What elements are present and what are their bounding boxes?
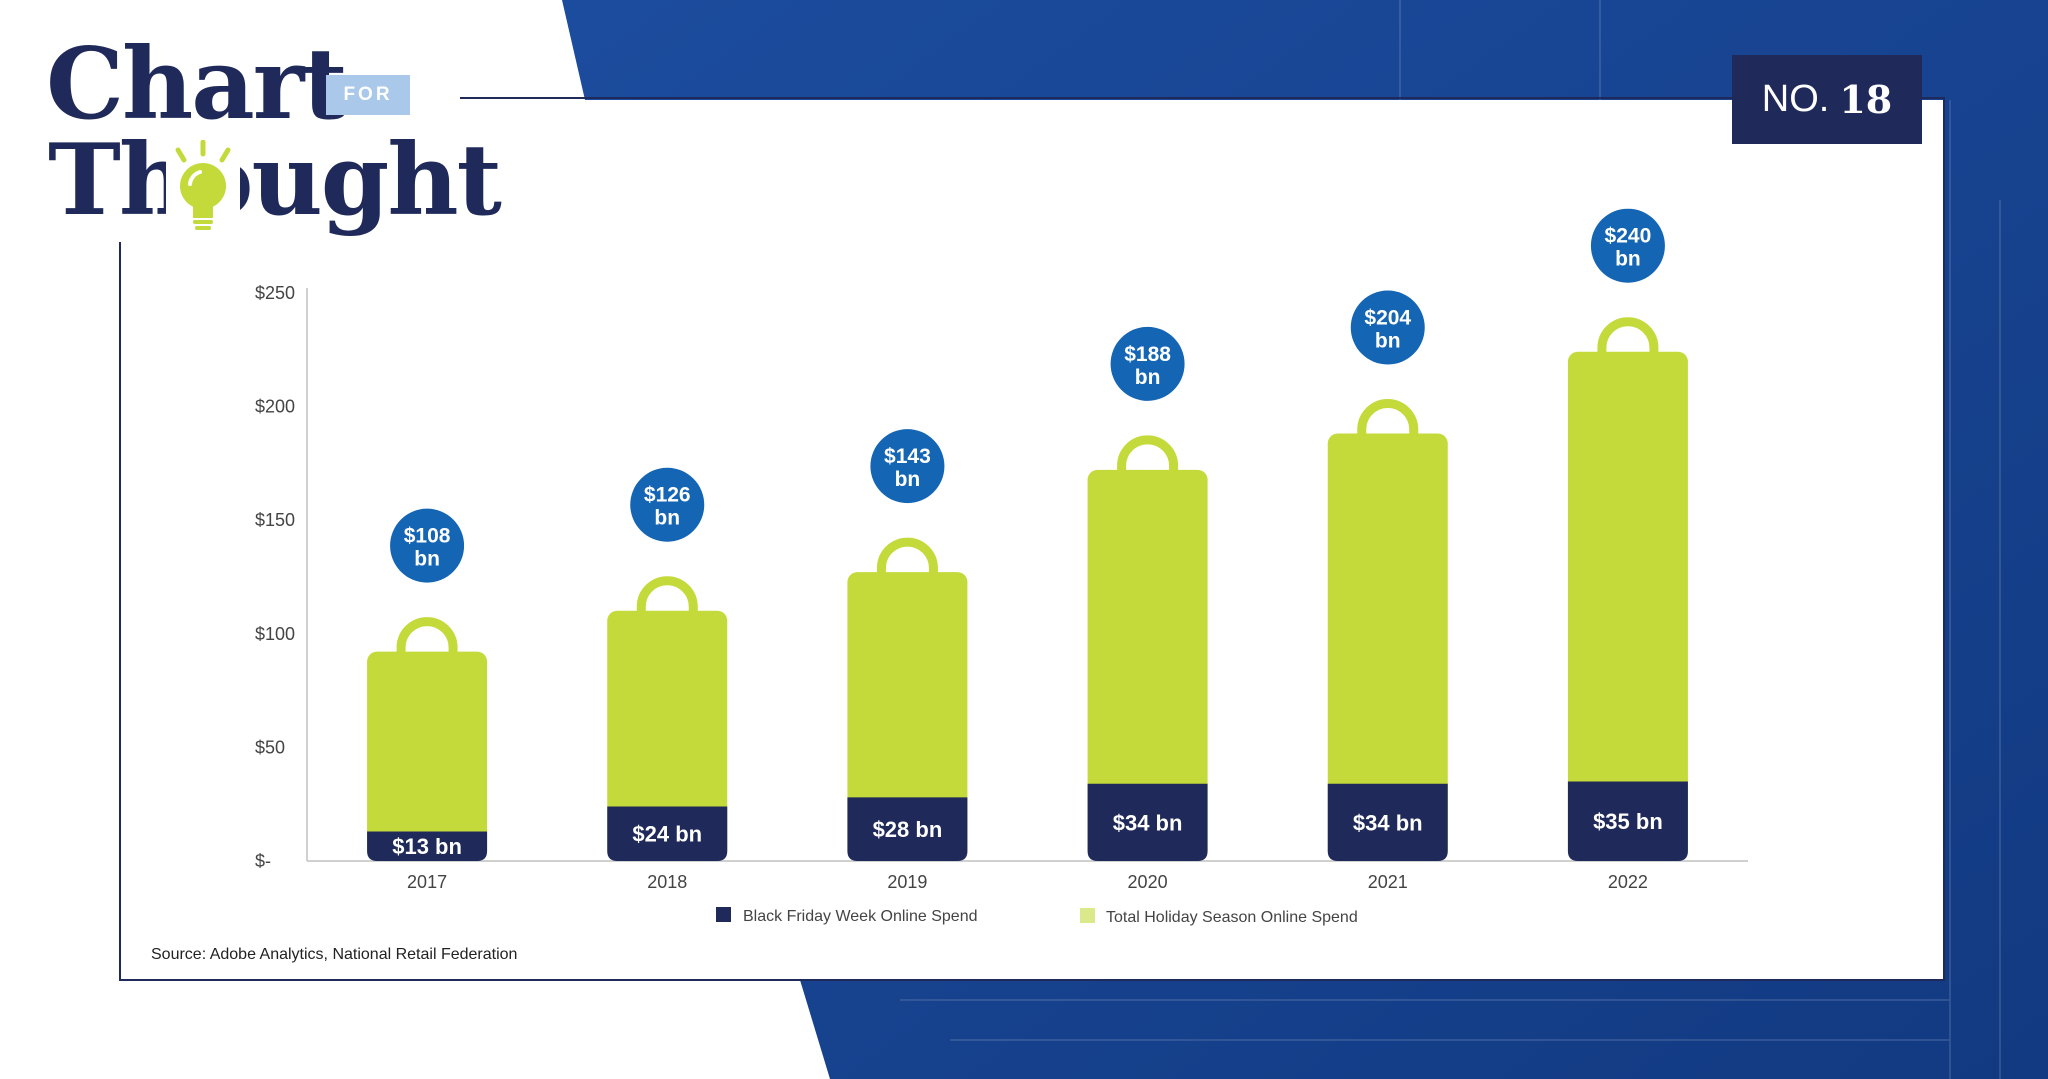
black-friday-label: $28 bn [873,817,943,842]
logo-chart-word: Chart [46,27,348,142]
black-friday-label: $24 bn [632,822,702,847]
total-holiday-bar [607,610,728,861]
total-label-unit: bn [1615,248,1641,271]
total-label-bubble [870,429,945,504]
black-friday-label: $34 bn [1353,810,1423,835]
total-holiday-bar [367,651,488,861]
total-label-unit: bn [895,468,921,491]
total-label-bubble [1350,290,1425,365]
legend-swatch-black-friday [716,907,731,922]
black-friday-label: $13 bn [392,834,462,859]
total-label-value: $204 [1364,307,1411,330]
lightbulb-icon [166,140,240,236]
x-tick-label: 2017 [407,872,447,892]
total-label-bubble [1590,208,1665,283]
black-friday-bar [847,797,968,861]
black-friday-label: $35 bn [1593,809,1663,834]
y-tick-label: $100 [255,624,295,644]
total-label-value: $143 [884,445,931,468]
total-label-unit: bn [654,507,680,530]
total-holiday-bar [1567,351,1688,861]
logo-for-tag: FOR [326,75,410,115]
y-tick-label: $250 [255,283,295,303]
total-holiday-bar [847,572,968,861]
x-tick-label: 2018 [647,872,687,892]
y-tick-label: $200 [255,397,295,417]
chart-card-border [119,97,1945,981]
total-label-unit: bn [1375,330,1401,353]
bag-handle-icon [1597,317,1659,366]
total-holiday-bar [1087,469,1208,861]
total-holiday-bar [1327,433,1448,861]
total-label-value: $240 [1605,225,1652,248]
issue-number-badge: NO. 18 [1732,55,1922,144]
legend-swatch-total-holiday [1080,908,1095,923]
total-label-bubble [630,467,705,542]
legend-label-black-friday: Black Friday Week Online Spend [743,908,977,925]
black-friday-bar [367,831,488,861]
total-label-unit: bn [1135,366,1161,389]
total-label-bubble [1110,326,1185,401]
x-tick-label: 2020 [1128,872,1168,892]
black-friday-label: $34 bn [1113,810,1183,835]
source-note: Source: Adobe Analytics, National Retail… [151,946,518,963]
y-tick-label: $- [255,851,271,871]
total-label-bubble [390,508,465,583]
logo-thought-word: Thought [48,123,502,238]
bag-handle-icon [1357,399,1419,448]
bag-handle-icon [876,537,938,587]
total-label-value: $108 [404,525,451,548]
total-label-unit: bn [414,548,440,571]
total-label-value: $188 [1124,343,1171,366]
black-friday-bar [1567,781,1688,861]
legend-label-total-holiday: Total Holiday Season Online Spend [1106,909,1358,926]
y-tick-label: $150 [255,510,295,530]
badge-number: 18 [1839,77,1893,122]
x-tick-label: 2019 [887,872,927,892]
bag-handle-icon [636,576,698,625]
total-label-value: $126 [644,484,691,507]
x-tick-label: 2021 [1368,872,1408,892]
black-friday-bar [1087,783,1208,861]
x-tick-label: 2022 [1608,872,1648,892]
badge-prefix: NO. [1761,78,1830,120]
black-friday-bar [607,806,728,861]
y-tick-label: $50 [255,737,285,757]
black-friday-bar [1327,783,1448,861]
bag-handle-icon [1117,435,1179,484]
bag-handle-icon [396,617,458,666]
